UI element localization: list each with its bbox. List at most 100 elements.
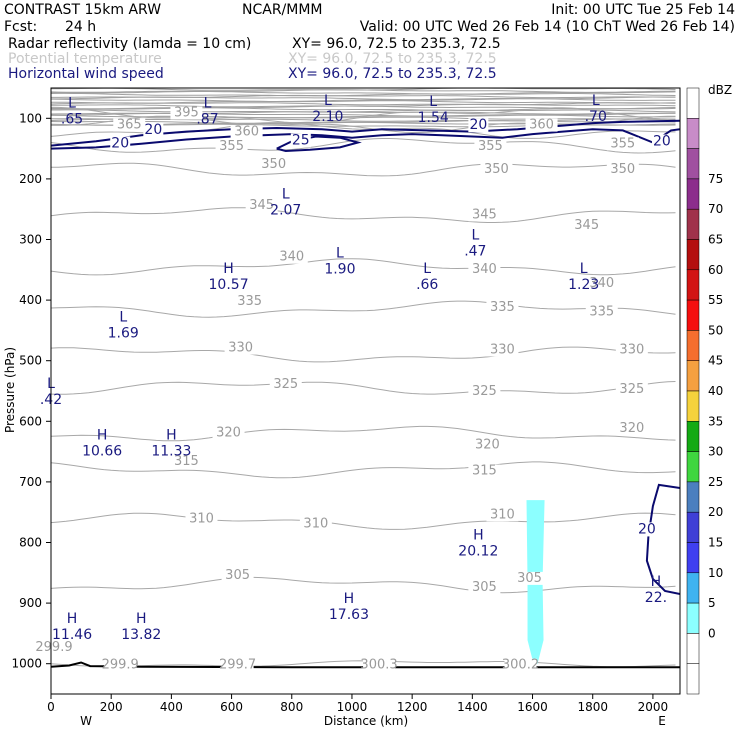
theta-contour-320	[51, 425, 676, 442]
theta-label: 350	[484, 162, 509, 177]
theta-label: 330	[228, 341, 253, 356]
theta-label-bg	[615, 422, 648, 436]
theta-label-bg	[486, 343, 519, 357]
theta-label-bg	[230, 125, 263, 139]
colorbar-level-label: 35	[708, 414, 723, 428]
theta-label-bg	[615, 343, 648, 357]
theta-contour-340	[51, 258, 676, 276]
extremum-value: 17.63	[329, 607, 369, 623]
field-name-theta: Potential temperature	[8, 51, 162, 67]
wind-contour-20-low-level	[645, 483, 680, 595]
colorbar-level-label: 40	[708, 384, 723, 398]
y-tick-label: 900	[19, 596, 42, 610]
x-end-left: W	[80, 714, 92, 728]
theta-contour-355	[51, 138, 676, 154]
theta-label-bg	[525, 118, 558, 132]
field-xy-wind: XY= 96.0, 72.5 to 235.3, 72.5	[288, 66, 497, 82]
field-name-wind: Horizontal wind speed	[8, 66, 164, 82]
colorbar-level-label: 70	[708, 202, 723, 216]
y-tick-label: 400	[19, 293, 42, 307]
theta-label-bg	[221, 568, 254, 582]
theta-label-bg	[474, 139, 507, 153]
theta-label-bg	[468, 385, 501, 399]
theta-label-bg	[245, 199, 278, 213]
center-title: NCAR/MMM	[242, 2, 323, 18]
theta-label-bg	[468, 262, 501, 276]
extremum-l-symbol: L	[204, 95, 212, 111]
theta-contour-350	[51, 162, 676, 177]
extremum-h-symbol: H	[344, 591, 355, 607]
theta-label: 310	[303, 516, 328, 531]
theta-label-bg	[486, 301, 519, 315]
theta-label: 360	[529, 118, 554, 133]
colorbar-swatch	[686, 542, 700, 574]
wind-label: 20	[469, 117, 487, 133]
extremum-l-symbol: L	[580, 261, 588, 277]
y-tick-label: 600	[19, 414, 42, 428]
theta-label-bg	[585, 305, 618, 319]
colorbar-level-label: 65	[708, 233, 723, 247]
theta-label-bg	[299, 517, 332, 531]
theta-label-bg	[233, 294, 266, 308]
field-xy-reflectivity: XY= 96.0, 72.5 to 235.3, 72.5	[292, 36, 501, 52]
field-xy-theta: XY= 96.0, 72.5 to 235.3, 72.5	[288, 51, 497, 67]
theta-label: 340	[279, 250, 304, 265]
extremum-h-symbol: H	[651, 574, 662, 590]
theta-contour-upper	[51, 92, 676, 97]
theta-label: 355	[219, 139, 244, 154]
theta-label: 315	[472, 464, 497, 479]
theta-label: 310	[490, 507, 515, 522]
colorbar-swatch	[686, 330, 700, 361]
wind-label: 20	[144, 122, 162, 138]
theta-label: 335	[237, 294, 262, 309]
theta-contour-325	[51, 381, 676, 395]
extremum-l-symbol: L	[429, 94, 437, 110]
theta-label: 325	[619, 382, 644, 397]
colorbar-level-label: 15	[708, 536, 723, 550]
extremum-l-symbol: L	[324, 93, 332, 109]
extremum-h-symbol: H	[97, 427, 108, 443]
theta-label-bg	[504, 658, 537, 672]
theta-label: 395	[174, 105, 199, 120]
theta-label: 320	[475, 438, 500, 453]
theta-contour-upper	[51, 107, 676, 111]
x-tick-label: 1400	[457, 700, 488, 714]
field-name-reflectivity: Radar reflectivity (lamda = 10 cm)	[8, 36, 251, 52]
extremum-value: .65	[61, 111, 83, 127]
theta-label-bg	[513, 571, 546, 585]
extremum-l-symbol: L	[282, 186, 290, 202]
colorbar-level-label: 30	[708, 445, 723, 459]
wind-label-bg	[468, 118, 489, 133]
colorbar-swatch	[686, 451, 700, 483]
theta-label: 355	[610, 136, 635, 151]
theta-label: 340	[589, 276, 614, 291]
y-tick-label: 500	[19, 354, 42, 368]
x-end-right: E	[658, 714, 666, 728]
colorbar-swatch	[686, 269, 700, 301]
wind-label-bg	[290, 133, 311, 148]
theta-label: 335	[589, 304, 614, 319]
y-tick-label: 1000	[11, 657, 42, 671]
theta-contour-305	[51, 576, 676, 594]
colorbar-swatch	[686, 118, 700, 149]
wind-contour-20-upper	[51, 119, 680, 147]
x-tick-label: 2000	[638, 700, 669, 714]
wind-label: 20	[653, 134, 671, 150]
x-tick-label: 1800	[577, 700, 608, 714]
colorbar-level-label: 25	[708, 475, 723, 489]
theta-label: 325	[273, 377, 298, 392]
y-tick-label: 700	[19, 475, 42, 489]
extremum-l-symbol: L	[68, 95, 76, 111]
colorbar-level-label: 20	[708, 505, 723, 519]
extremum-value: 22.	[645, 590, 667, 606]
x-tick-label: 1200	[397, 700, 428, 714]
wind-contour-20-lower	[51, 128, 680, 150]
extremum-l-symbol: L	[471, 228, 479, 244]
theta-label-bg	[224, 341, 257, 355]
extremum-value: 10.57	[209, 277, 249, 293]
theta-contour-335	[51, 300, 676, 318]
extremum-h-symbol: H	[67, 611, 78, 627]
init-time: Init: 00 UTC Tue 25 Feb 14	[551, 2, 735, 18]
theta-label: 300.3	[360, 658, 397, 673]
